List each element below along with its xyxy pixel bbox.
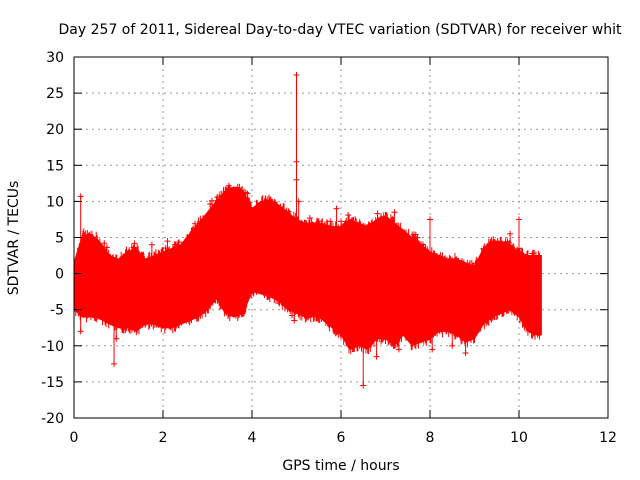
outlier-point: [449, 342, 456, 349]
y-tick-label: 15: [46, 158, 64, 174]
data-point: [109, 255, 116, 262]
outlier-point: [360, 382, 367, 389]
data-point: [338, 218, 344, 225]
data-point: [103, 244, 110, 251]
y-tick-label: 20: [46, 122, 64, 138]
x-axis-label: GPS time / hours: [282, 458, 399, 474]
outlier-point: [395, 346, 402, 353]
data-point: [414, 234, 421, 241]
data-point: [374, 210, 381, 217]
y-tick-label: 25: [46, 86, 64, 102]
outlier-point: [507, 230, 514, 237]
data-point: [345, 211, 352, 218]
outlier-point: [113, 335, 120, 342]
y-axis-label: SDTVAR / TECUs: [6, 181, 22, 296]
outlier-point: [122, 324, 129, 331]
x-tick-label: 12: [599, 430, 617, 446]
axis-ticks: [73, 56, 609, 419]
y-tick-label: 0: [55, 267, 64, 283]
x-tick-label: 2: [159, 430, 168, 446]
y-tick-label: -5: [50, 303, 64, 319]
outlier-point: [516, 216, 522, 223]
data-point: [415, 240, 422, 247]
outlier-point: [427, 216, 433, 223]
data-point: [225, 182, 232, 189]
y-tick-label: 10: [46, 194, 64, 210]
outlier-point: [391, 209, 398, 216]
data-point: [315, 218, 322, 225]
data-point: [101, 240, 108, 247]
data-layer: [73, 72, 542, 389]
outlier-point: [429, 346, 436, 353]
outlier-point: [148, 241, 155, 248]
data-point: [412, 231, 419, 238]
x-tick-label: 8: [426, 430, 435, 446]
data-point: [431, 250, 438, 257]
outlier-point: [164, 238, 171, 245]
x-tick-label: 6: [337, 430, 346, 446]
data-point: [327, 218, 334, 225]
y-tick-labels: -20 -15 -10 -5 0 5 10 15 20 25 30: [41, 50, 64, 427]
y-tick-label: -20: [41, 411, 64, 427]
outlier-point: [293, 158, 300, 165]
outlier-point: [293, 176, 300, 183]
outlier-point: [516, 245, 522, 252]
outlier-point: [333, 205, 340, 212]
x-tick-label: 4: [248, 430, 257, 446]
outlier-point: [111, 360, 118, 367]
data-point: [192, 220, 199, 227]
outlier-point: [295, 198, 302, 205]
data-point: [506, 240, 513, 247]
data-point: [131, 240, 138, 247]
x-tick-labels: 0 2 4 6 8 10 12: [70, 430, 617, 446]
outlier-point: [373, 353, 380, 360]
y-tick-label: 30: [46, 50, 64, 66]
data-point: [141, 255, 148, 262]
data-point: [208, 197, 215, 204]
chart-title: Day 257 of 2011, Sidereal Day-to-day VTE…: [59, 22, 622, 38]
data-point: [419, 241, 426, 248]
y-tick-label: -15: [41, 375, 64, 391]
data-point: [130, 244, 137, 251]
outlier-point: [77, 328, 84, 335]
data-point: [306, 215, 313, 222]
data-point: [393, 223, 400, 230]
y-tick-label: -10: [41, 339, 64, 355]
outlier-point: [293, 72, 300, 79]
x-tick-label: 10: [510, 430, 528, 446]
data-point: [176, 239, 183, 246]
outlier-point: [77, 193, 84, 200]
data-point: [480, 245, 487, 252]
y-tick-label: 5: [55, 231, 64, 247]
x-tick-label: 0: [70, 430, 79, 446]
outlier-point: [462, 350, 469, 357]
outlier-point: [291, 317, 298, 324]
data-point: [285, 208, 292, 215]
data-point: [244, 190, 251, 197]
